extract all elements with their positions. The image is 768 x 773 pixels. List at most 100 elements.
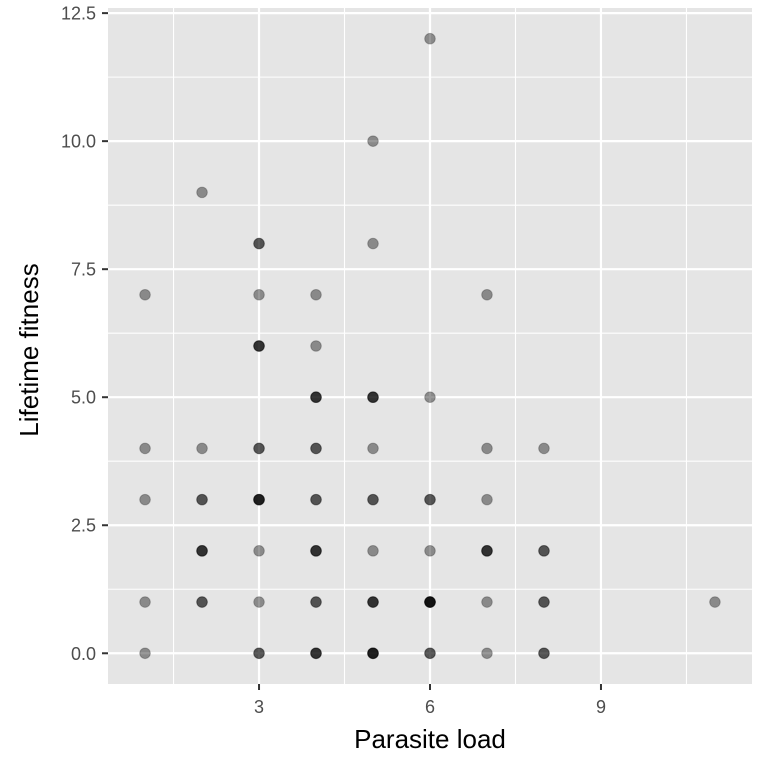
data-point (367, 596, 379, 608)
data-point (196, 596, 208, 608)
data-point (481, 545, 493, 557)
data-point (367, 237, 379, 250)
data-point (196, 545, 208, 557)
data-point (424, 596, 436, 608)
data-point (253, 596, 265, 608)
x-tick-label: 3 (254, 697, 264, 717)
data-point (367, 596, 379, 608)
data-point (367, 493, 379, 506)
data-point (196, 186, 208, 199)
data-point (196, 442, 208, 455)
data-point (139, 288, 151, 301)
data-point (310, 545, 322, 557)
data-point (367, 442, 379, 455)
data-point (196, 493, 208, 506)
data-point (538, 545, 550, 557)
data-point (367, 391, 379, 404)
data-point (538, 596, 550, 608)
data-point (196, 545, 208, 557)
data-point (310, 391, 322, 404)
x-tick-label: 6 (425, 697, 435, 717)
data-point (310, 647, 322, 660)
data-point (367, 493, 379, 506)
data-point (310, 391, 322, 404)
data-point (481, 545, 493, 557)
data-point (253, 493, 265, 506)
data-point (139, 647, 151, 660)
data-point (253, 647, 265, 660)
data-point (139, 493, 151, 506)
data-point (424, 647, 436, 660)
data-point (367, 647, 379, 660)
data-point (538, 596, 550, 608)
data-point (424, 391, 436, 404)
data-point (253, 442, 265, 455)
data-point (253, 237, 265, 250)
data-point (538, 545, 550, 557)
data-point (424, 545, 436, 557)
data-point (481, 647, 493, 660)
data-point (253, 442, 265, 455)
data-point (253, 237, 265, 250)
data-point (310, 442, 322, 455)
data-point (424, 493, 436, 506)
x-axis-title: Parasite load (354, 724, 506, 754)
data-point (424, 596, 436, 608)
data-point (424, 647, 436, 660)
data-point (367, 545, 379, 557)
data-point (139, 596, 151, 608)
data-point (310, 545, 322, 557)
data-point (481, 288, 493, 301)
y-tick-label: 2.5 (71, 516, 96, 536)
data-point (481, 596, 493, 608)
data-point (310, 596, 322, 608)
data-point (310, 340, 322, 352)
data-point (253, 493, 265, 506)
data-point (424, 596, 436, 608)
data-point (310, 288, 322, 301)
data-point (310, 647, 322, 660)
data-point (253, 340, 265, 352)
data-point (481, 545, 493, 557)
grid-lines (108, 8, 752, 684)
data-point (310, 493, 322, 506)
data-point (367, 391, 379, 404)
y-tick-label: 0.0 (71, 644, 96, 664)
data-point (424, 493, 436, 506)
data-point (196, 596, 208, 608)
data-point (367, 391, 379, 404)
y-tick-label: 12.5 (61, 4, 96, 24)
data-point (424, 32, 436, 45)
data-point (310, 647, 322, 660)
data-point (310, 391, 322, 404)
y-tick-label: 7.5 (71, 260, 96, 280)
data-point (253, 493, 265, 506)
data-point (538, 442, 550, 455)
data-points (139, 32, 721, 660)
data-point (367, 596, 379, 608)
data-point (367, 647, 379, 660)
data-point (196, 493, 208, 506)
data-point (253, 340, 265, 352)
data-point (424, 596, 436, 608)
data-point (481, 493, 493, 506)
axes: 3 6 9 0.0 2.5 5.0 7.5 10.0 12.5 (61, 4, 606, 717)
y-tick-label: 10.0 (61, 132, 96, 152)
data-point (709, 596, 721, 608)
y-tick-label: 5.0 (71, 388, 96, 408)
data-point (253, 288, 265, 301)
y-axis-title: Lifetime fitness (14, 263, 44, 436)
x-tick-label: 9 (596, 697, 606, 717)
data-point (196, 545, 208, 557)
data-point (253, 493, 265, 506)
data-point (310, 545, 322, 557)
data-point (424, 596, 436, 608)
data-point (481, 442, 493, 455)
data-point (310, 442, 322, 455)
data-point (367, 647, 379, 660)
data-point (367, 135, 379, 147)
data-point (139, 442, 151, 455)
data-point (310, 493, 322, 506)
